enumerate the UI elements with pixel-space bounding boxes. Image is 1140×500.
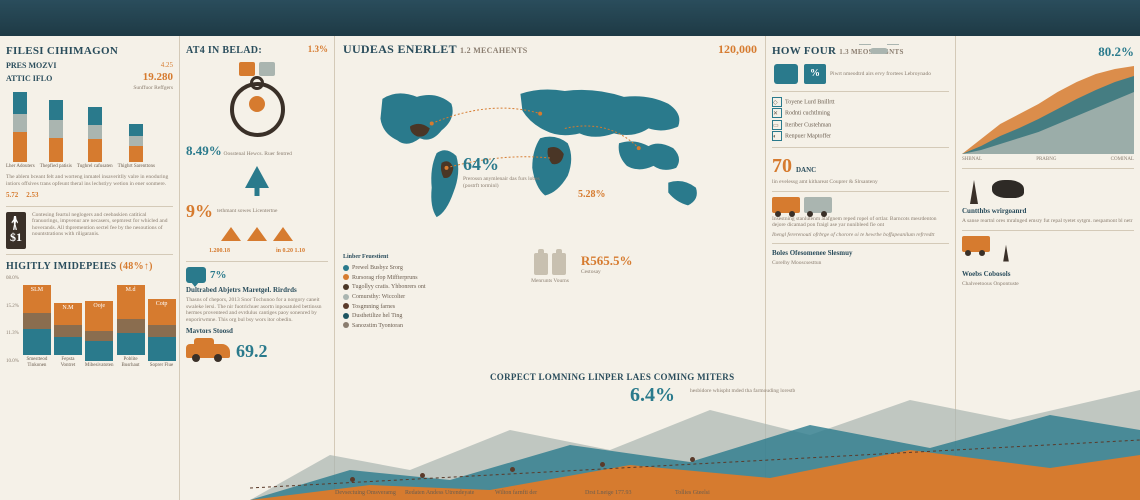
col2-bp: Thasns of chepors, 2013 Snor Tochunoo fo… bbox=[186, 297, 328, 323]
col1-topunit: Sunffuor Reffgers bbox=[133, 85, 173, 92]
col1: FILESI CIHIMAGON PRES MOZVI ATTIC IFLO 4… bbox=[0, 36, 180, 500]
col5-bs: Chalveetoous Onpontuste bbox=[962, 281, 1134, 288]
col1-side: 4.25 bbox=[133, 61, 173, 70]
van-icon bbox=[804, 197, 832, 213]
col2-g1s: Oosstenal Hewcs. Ruer fentred bbox=[224, 151, 292, 157]
drone-icon bbox=[863, 44, 895, 58]
map-na-sub: Prerossn anymlenair das furs lobes (post… bbox=[463, 176, 553, 189]
walk-icon bbox=[10, 216, 20, 230]
map-title-r: 1.2 Mecahents bbox=[460, 46, 527, 55]
col1-topval: 19.280 bbox=[133, 70, 173, 84]
chat-icon bbox=[186, 267, 206, 283]
col5-mt: Cuntthbs wrirgoanrd bbox=[962, 207, 1134, 216]
s1-box: $1 bbox=[10, 230, 22, 244]
car-val: 69.2 bbox=[236, 340, 268, 363]
car-icon bbox=[186, 340, 230, 362]
timeline-stat-sub: hesbidore whispht mded tha farmouding lo… bbox=[690, 388, 830, 395]
col2-g2s: tethmant sowes Licentertne bbox=[217, 208, 277, 215]
col4-tiny: Ihengl fererenouti ofrbrge of chorore oi… bbox=[772, 232, 949, 239]
col1-sub2: ATTIC IFLO bbox=[6, 74, 56, 84]
timeline-stat: 6.4% bbox=[630, 384, 675, 407]
col2-side: 1.3% bbox=[308, 44, 328, 60]
bottom-area-chart: CORPECT LOMNING LINPER LAES COMING MITER… bbox=[250, 370, 1140, 500]
hdr-stat: 120,000 bbox=[718, 42, 757, 56]
col1-title2v: (48%↑) bbox=[119, 261, 152, 272]
col2-bs: Mavtors Stoosd bbox=[186, 327, 328, 336]
oil-rig-icon bbox=[962, 174, 986, 204]
bars1: Lher AdoutersThepfied patisisTughrel caf… bbox=[6, 95, 173, 170]
col5-mp: A sanse reartnl ores mralnged emsry fut … bbox=[962, 218, 1134, 225]
col5-top: 80.2% bbox=[1098, 44, 1134, 59]
map-na-val: 64% bbox=[463, 154, 499, 174]
canister-icon bbox=[552, 253, 566, 275]
col2-bt: Dultrabed Abjetrs Maretgel. Rirdrds bbox=[186, 286, 328, 295]
tree-icon bbox=[243, 164, 271, 196]
col2-g1: 8.49% bbox=[186, 143, 222, 158]
col4-intro: Piwrt nmeodtrd airs ervy frortees Lebroy… bbox=[830, 71, 949, 78]
timeline-title: CORPECT LOMNING LINPER LAES COMING MITER… bbox=[490, 372, 734, 382]
col2-g2: 9% bbox=[186, 200, 213, 223]
truck-icon bbox=[772, 197, 800, 213]
world-map: 64% Prerossn anymlenair das furs lobes (… bbox=[343, 63, 757, 253]
pct-box: % bbox=[804, 64, 826, 84]
col1-title2: HIGITLY IMIDEPEIES bbox=[6, 261, 117, 272]
gauge-icon bbox=[230, 82, 285, 137]
dump-truck-icon bbox=[962, 236, 990, 252]
r-sub: Cestosay bbox=[581, 269, 757, 276]
col4-num: 70 bbox=[772, 153, 792, 179]
col5-bt: Woebs Cobosols bbox=[962, 270, 1134, 279]
arrow-up-icon bbox=[221, 227, 241, 241]
col1-para2: Contesing feartul neglogers and ceebaski… bbox=[32, 212, 173, 238]
col2-av2: in 0.20 1.10 bbox=[276, 248, 305, 256]
col1-sub1: PRES MOZVI bbox=[6, 61, 56, 71]
col4-nums2: lin evelessg amt kithareat Couprer & Slr… bbox=[772, 179, 949, 186]
col1-para1: The ablem bceant felt and worteng inmate… bbox=[6, 174, 173, 187]
col2-title: AT4 IN BELAD: bbox=[186, 45, 262, 56]
header-bar bbox=[0, 0, 1140, 36]
chat-val: 7% bbox=[210, 268, 227, 282]
canister-icon bbox=[534, 253, 548, 275]
tractor-icon bbox=[239, 62, 255, 76]
map-title: UUDEAS ENERLET bbox=[343, 42, 457, 56]
derrick-icon bbox=[998, 241, 1015, 262]
map-sa-val: 5.28% bbox=[578, 189, 606, 200]
coal-icon bbox=[992, 180, 1024, 198]
r-val: R565.5% bbox=[581, 253, 633, 268]
can-label: Menrunts Vourns bbox=[531, 278, 569, 285]
map-legend: Linber Feuestient Prewel Busbyz SrorgRur… bbox=[343, 253, 519, 332]
feature-list: ◇Toyene Lurd Bnillrtt✕Rodnti cuchtlming▭… bbox=[772, 97, 949, 142]
arrow-up-icon bbox=[247, 227, 267, 241]
col2-av1: 1.200.18 bbox=[209, 248, 230, 256]
machine-icon bbox=[259, 62, 275, 76]
area-chart bbox=[962, 64, 1134, 154]
col4-nums: DANC bbox=[796, 166, 816, 175]
col4-title: HOW FOUR bbox=[772, 45, 836, 57]
bars2: SLMSmestteod TinkonenN.MFepsta VontretOo… bbox=[23, 280, 176, 370]
col1-v1: 5.72 bbox=[6, 191, 18, 200]
col1-title: FILESI CIHIMAGON bbox=[6, 45, 118, 57]
col4-para: Insestning stanlutenm alafgnem reped rop… bbox=[772, 216, 949, 229]
col4-bt: Boles Ofesomenee Slesmuy bbox=[772, 249, 949, 258]
printer-icon bbox=[774, 64, 798, 84]
col4-bs: Corelhy Mooscsesttun bbox=[772, 260, 949, 267]
legend-title: Linber Feuestient bbox=[343, 253, 519, 263]
arrow-up-icon bbox=[273, 227, 293, 241]
col1-v2: 2.53 bbox=[26, 191, 38, 200]
